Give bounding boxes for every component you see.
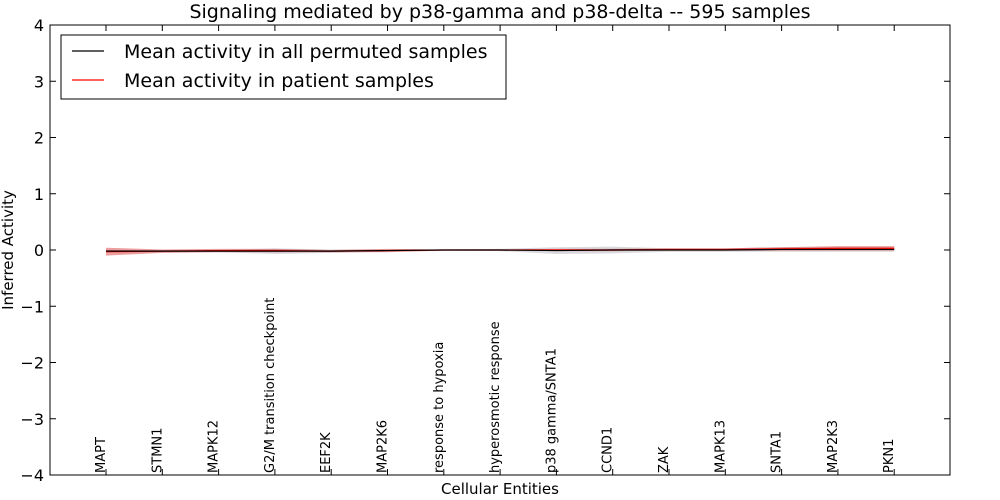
x-category-labels: MAPT STMN1 MAPK12 G2/M transition checkpoin…: [94, 25, 897, 475]
y-tick-label: 4: [34, 16, 44, 35]
legend-box: [60, 34, 507, 100]
category-label: STMN1: [150, 428, 165, 473]
line-permuted: [106, 248, 895, 252]
category-label: EEF2K: [319, 432, 334, 473]
x-axis-label: Cellular Entities: [441, 480, 559, 498]
y-tick-label: 1: [34, 185, 44, 204]
category-label: ZAK: [657, 446, 672, 473]
y-tick-label: −1: [20, 297, 44, 316]
series-lines: [105, 247, 895, 253]
legend-label-permuted: Mean activity in all permuted samples: [124, 41, 487, 63]
category-label: MAPK13: [713, 420, 728, 473]
category-label: CCND1: [601, 427, 616, 473]
category-label: hyperosmotic response: [488, 321, 503, 473]
category-label: MAP2K6: [376, 420, 391, 473]
y-axis: 4 3 2 1 0 −1 −2 −3 −4: [20, 16, 950, 485]
y-tick-label: 2: [34, 129, 44, 148]
y-tick-label: −3: [20, 410, 44, 429]
legend-label-patient: Mean activity in patient samples: [124, 70, 434, 92]
category-label: PKN1: [882, 439, 897, 473]
y-tick-label: 3: [34, 72, 44, 91]
band-patient: [106, 246, 895, 256]
category-label: MAPT: [94, 437, 109, 473]
y-tick-label: −4: [20, 466, 44, 485]
category-label: MAPK12: [207, 420, 222, 473]
chart-title: Signaling mediated by p38-gamma and p38-…: [189, 1, 810, 23]
category-label: G2/M transition checkpoint: [263, 298, 278, 473]
category-label: MAP2K3: [826, 420, 841, 473]
category-label: p38 gamma/SNTA1: [544, 348, 559, 473]
category-label: SNTA1: [770, 431, 785, 473]
y-axis-label: Inferred Activity: [0, 190, 17, 310]
category-label: response to hypoxia: [432, 342, 447, 473]
y-tick-label: −2: [20, 354, 44, 373]
y-tick-label: 0: [34, 241, 44, 260]
legend: Mean activity in all permuted samples Me…: [60, 34, 507, 100]
